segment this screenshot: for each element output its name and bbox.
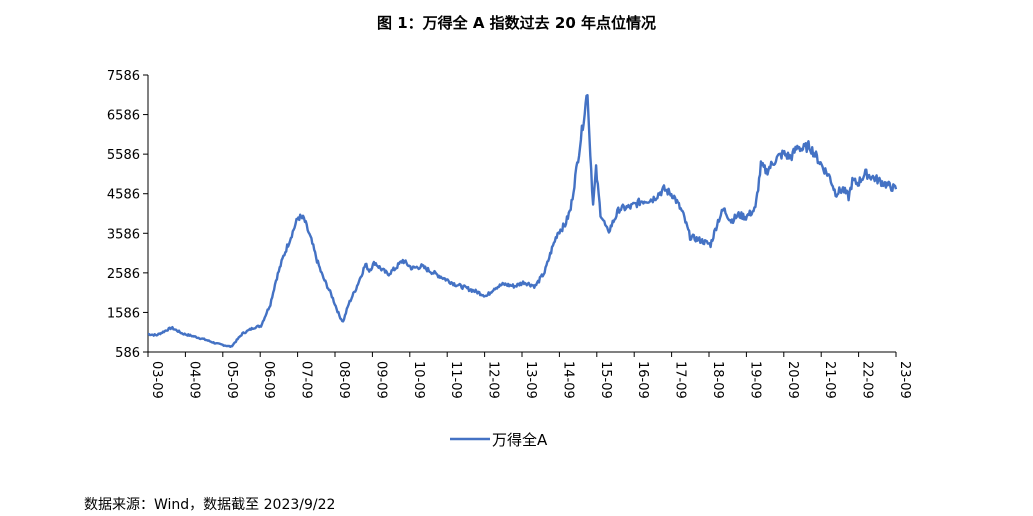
x-tick-label: 07-09 bbox=[299, 361, 314, 399]
x-tick-label: 20-09 bbox=[785, 361, 800, 399]
x-tick-label: 05-09 bbox=[224, 361, 239, 399]
x-tick-label: 10-09 bbox=[411, 361, 426, 399]
x-tick-label: 19-09 bbox=[747, 361, 762, 399]
y-tick-label: 1586 bbox=[107, 306, 140, 321]
x-tick-label: 04-09 bbox=[186, 361, 201, 399]
x-tick-label: 15-09 bbox=[598, 361, 613, 399]
x-tick-label: 16-09 bbox=[635, 361, 650, 399]
chart-title: 图 1：万得全 A 指数过去 20 年点位情况 bbox=[376, 14, 657, 32]
x-tick-label: 09-09 bbox=[373, 361, 388, 399]
x-tick-label: 23-09 bbox=[897, 361, 912, 399]
legend-label: 万得全A bbox=[492, 431, 548, 449]
x-tick-label: 17-09 bbox=[673, 361, 688, 399]
x-tick-label: 14-09 bbox=[560, 361, 575, 399]
y-axis: 7586 6586 5586 4586 3586 2586 1586 586 bbox=[107, 69, 149, 361]
y-tick-label: 4586 bbox=[107, 188, 140, 203]
y-tick-label: 7586 bbox=[107, 69, 140, 84]
y-tick-label: 3586 bbox=[107, 227, 140, 242]
y-tick-label: 586 bbox=[115, 346, 140, 361]
y-tick-label: 6586 bbox=[107, 109, 140, 124]
series-line-wande-all-a bbox=[147, 94, 898, 348]
y-tick-label: 5586 bbox=[107, 148, 140, 163]
x-tick-label: 03-09 bbox=[149, 361, 164, 399]
x-tick-label: 06-09 bbox=[261, 361, 276, 399]
x-tick-label: 12-09 bbox=[486, 361, 501, 399]
legend: 万得全A bbox=[450, 431, 548, 449]
x-tick-label: 22-09 bbox=[860, 361, 875, 399]
x-tick-label: 08-09 bbox=[336, 361, 351, 399]
x-tick-label: 11-09 bbox=[448, 361, 463, 399]
y-tick-label: 2586 bbox=[107, 267, 140, 282]
data-source-note: 数据来源：Wind，数据截至 2023/9/22 bbox=[84, 497, 336, 513]
x-tick-label: 21-09 bbox=[822, 361, 837, 399]
x-tick-label: 13-09 bbox=[523, 361, 538, 399]
x-axis: 03-09 04-09 05-09 06-09 07-09 08-09 09-09 10-09… bbox=[147, 351, 912, 399]
x-tick-label: 18-09 bbox=[710, 361, 725, 399]
